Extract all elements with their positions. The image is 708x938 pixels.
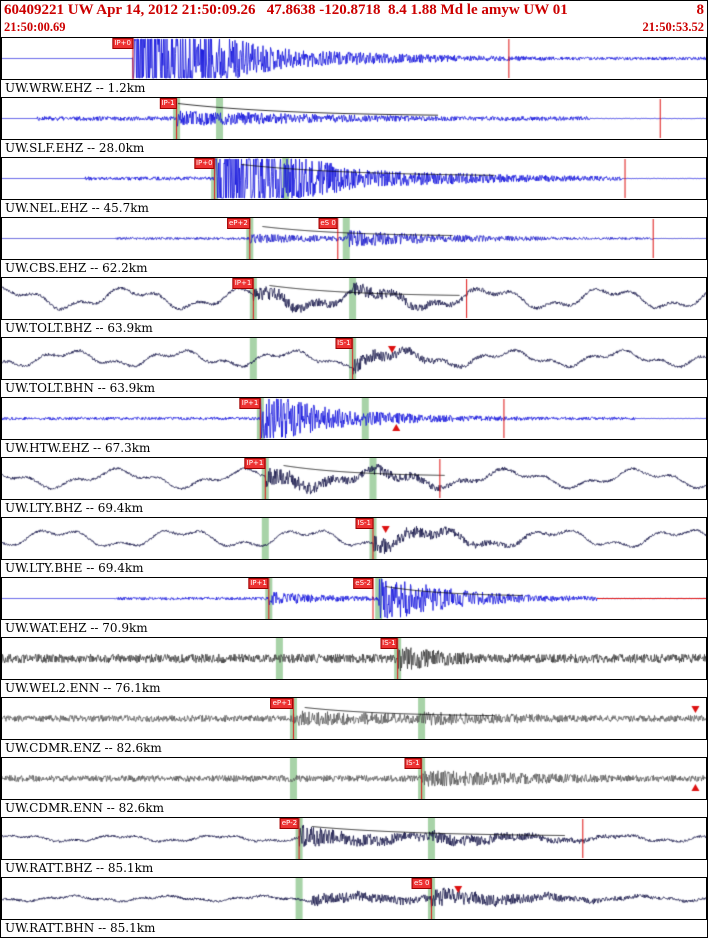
- waveform-panel[interactable]: IS-1: [1, 637, 707, 680]
- waveform-canvas[interactable]: [2, 878, 706, 919]
- trace-list: IP+0 UW.WRW.EHZ -- 1.2km IP-1 UW.SLF.EHZ…: [1, 37, 707, 937]
- waveform-canvas[interactable]: [2, 638, 706, 679]
- waveform-canvas[interactable]: [2, 758, 706, 799]
- trace-label: UW.WEL2.ENN -- 76.1km: [5, 681, 161, 695]
- waveform-canvas[interactable]: [2, 518, 706, 559]
- phase-pick-flag[interactable]: IS-1: [404, 758, 422, 769]
- waveform-canvas[interactable]: [2, 698, 706, 739]
- waveform-panel[interactable]: IP+1 eS-2: [1, 577, 707, 620]
- waveform-panel[interactable]: IP+0: [1, 157, 707, 200]
- trace-label: UW.LTY.BHE -- 69.4km: [5, 561, 144, 575]
- phase-pick-flag[interactable]: IS-1: [335, 338, 353, 349]
- waveform-canvas[interactable]: [2, 278, 706, 319]
- phase-pick-flag[interactable]: IS-1: [355, 518, 373, 529]
- waveform-panel[interactable]: IP+1: [1, 457, 707, 500]
- trace-row: eP-2 UW.RATT.BHZ -- 85.1km: [1, 817, 707, 877]
- trace-row: IS-1 UW.WEL2.ENN -- 76.1km: [1, 637, 707, 697]
- phase-pick-flag[interactable]: eS-2: [353, 578, 373, 589]
- waveform-panel[interactable]: eP-2: [1, 817, 707, 860]
- waveform-panel[interactable]: IS-1: [1, 517, 707, 560]
- trace-row: IP+0 UW.NEL.EHZ -- 45.7km: [1, 157, 707, 217]
- trace-label: UW.NEL.EHZ -- 45.7km: [5, 201, 149, 215]
- trace-row: IP+1 UW.LTY.BHZ -- 69.4km: [1, 457, 707, 517]
- trace-label: UW.WRW.EHZ -- 1.2km: [5, 81, 146, 95]
- phase-pick-flag[interactable]: IP-1: [159, 98, 177, 109]
- waveform-panel[interactable]: IP-1: [1, 97, 707, 140]
- phase-pick-flag[interactable]: IP+0: [193, 158, 215, 169]
- waveform-canvas[interactable]: [2, 38, 706, 79]
- trace-label: UW.HTW.EHZ -- 67.3km: [5, 441, 151, 455]
- phase-pick-flag[interactable]: IP+1: [244, 458, 266, 469]
- trace-label: UW.RATT.BHZ -- 85.1km: [5, 861, 154, 875]
- trace-row: eS 0 UW.RATT.BHN -- 85.1km: [1, 877, 707, 937]
- waveform-canvas[interactable]: [2, 98, 706, 139]
- phase-pick-flag[interactable]: eS 0: [412, 878, 432, 889]
- waveform-panel[interactable]: IS-1: [1, 757, 707, 800]
- trace-label: UW.CDMR.ENN -- 82.6km: [5, 801, 164, 815]
- phase-pick-flag[interactable]: IP+1: [232, 278, 254, 289]
- waveform-canvas[interactable]: [2, 338, 706, 379]
- trace-row: IP+1 UW.HTW.EHZ -- 67.3km: [1, 397, 707, 457]
- waveform-panel[interactable]: eP+1: [1, 697, 707, 740]
- header-line-1: 60409221 UW Apr 14, 2012 21:50:09.26 47.…: [4, 2, 704, 19]
- trace-label: UW.RATT.BHN -- 85.1km: [5, 921, 156, 935]
- waveform-panel[interactable]: IP+0: [1, 37, 707, 80]
- trace-row: IP+1 eS-2 UW.WAT.EHZ -- 70.9km: [1, 577, 707, 637]
- trace-row: eP+1 UW.CDMR.ENZ -- 82.6km: [1, 697, 707, 757]
- trace-row: IP+0 UW.WRW.EHZ -- 1.2km: [1, 37, 707, 97]
- trace-label: UW.CBS.EHZ -- 62.2km: [5, 261, 148, 275]
- phase-pick-flag[interactable]: IS-1: [380, 638, 398, 649]
- page-number: 8: [696, 2, 705, 18]
- trace-row: IS-1 UW.TOLT.BHN -- 63.9km: [1, 337, 707, 397]
- trace-row: IS-1 UW.LTY.BHE -- 69.4km: [1, 517, 707, 577]
- trace-row: IP+1 UW.TOLT.BHZ -- 63.9km: [1, 277, 707, 337]
- trace-row: IP-1 UW.SLF.EHZ -- 28.0km: [1, 97, 707, 157]
- phase-pick-flag[interactable]: IP+0: [112, 38, 133, 49]
- waveform-canvas[interactable]: [2, 158, 706, 199]
- waveform-panel[interactable]: IS-1: [1, 337, 707, 380]
- waveform-canvas[interactable]: [2, 458, 706, 499]
- phase-pick-flag[interactable]: IP+1: [239, 398, 261, 409]
- trace-row: IS-1 UW.CDMR.ENN -- 82.6km: [1, 757, 707, 817]
- trace-row: eP+2 eS 0 UW.CBS.EHZ -- 62.2km: [1, 217, 707, 277]
- trace-label: UW.SLF.EHZ -- 28.0km: [5, 141, 145, 155]
- phase-pick-flag[interactable]: IP+1: [248, 578, 269, 589]
- phase-pick-flag[interactable]: eP-2: [279, 818, 300, 829]
- event-summary: 60409221 UW Apr 14, 2012 21:50:09.26 47.…: [4, 2, 568, 18]
- phase-pick-flag[interactable]: eP+2: [226, 218, 250, 229]
- waveform-panel[interactable]: IP+1: [1, 277, 707, 320]
- header: 60409221 UW Apr 14, 2012 21:50:09.26 47.…: [1, 1, 707, 37]
- trace-label: UW.LTY.BHZ -- 69.4km: [5, 501, 144, 515]
- header-line-2: 21:50:00.69 21:50:53.52: [4, 20, 704, 35]
- waveform-canvas[interactable]: [2, 398, 706, 439]
- window-start-time: 21:50:00.69: [4, 20, 66, 34]
- waveform-canvas[interactable]: [2, 818, 706, 859]
- waveform-panel[interactable]: IP+1: [1, 397, 707, 440]
- trace-label: UW.TOLT.BHN -- 63.9km: [5, 381, 155, 395]
- waveform-canvas[interactable]: [2, 218, 706, 259]
- phase-pick-flag[interactable]: eP+1: [270, 698, 294, 709]
- window-end-time: 21:50:53.52: [642, 20, 704, 34]
- trace-label: UW.CDMR.ENZ -- 82.6km: [5, 741, 162, 755]
- trace-label: UW.WAT.EHZ -- 70.9km: [5, 621, 148, 635]
- phase-pick-flag[interactable]: eS 0: [318, 218, 338, 229]
- waveform-panel[interactable]: eS 0: [1, 877, 707, 920]
- trace-label: UW.TOLT.BHZ -- 63.9km: [5, 321, 153, 335]
- waveform-panel[interactable]: eP+2 eS 0: [1, 217, 707, 260]
